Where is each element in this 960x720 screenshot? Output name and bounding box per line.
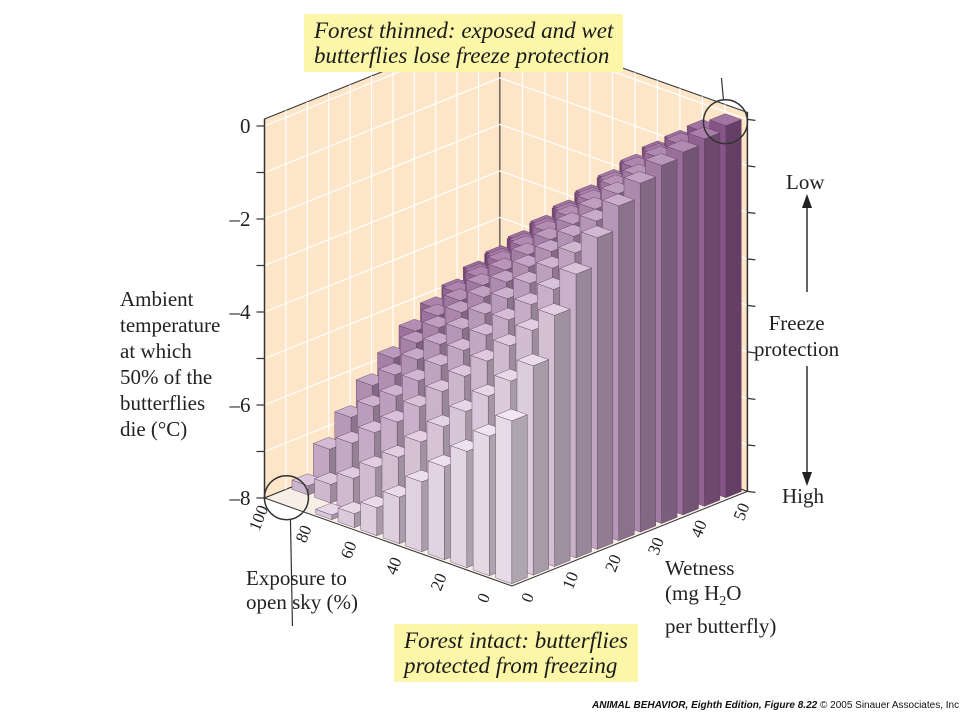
bar-top — [644, 153, 678, 166]
bar-side-right — [618, 199, 635, 541]
z-tick-label: 0 — [517, 590, 538, 605]
bar-side-left — [472, 430, 490, 576]
right-tick-mark — [747, 444, 756, 447]
y-label-line: die (°C) — [120, 417, 188, 441]
bar-top — [709, 113, 742, 126]
y-label-line: butterflies — [120, 391, 206, 415]
callout-forest-thinned: Forest thinned: exposed and wet butterfl… — [304, 14, 624, 72]
y-axis-label: Ambient temperature at which 50% of the … — [120, 286, 220, 442]
callout-forest-intact: Forest intact: butterflies protected fro… — [394, 624, 639, 682]
y-tick-label: –6 — [229, 393, 251, 417]
right-tick-mark — [747, 118, 756, 121]
bar-side-left — [405, 475, 422, 552]
right-tick-mark — [747, 351, 756, 354]
highlight-circles — [263, 77, 749, 627]
z-tick-label: 20 — [601, 552, 625, 575]
credit-book: ANIMAL BEHAVIOR, Eighth Edition, Figure … — [592, 700, 818, 711]
y-tick-label: 0 — [240, 114, 251, 138]
z-tick-label: 30 — [644, 535, 668, 558]
bars — [291, 113, 742, 584]
callout-bottom-line-2: protected from freezing — [404, 653, 618, 678]
callout-bottom-line-1: Forest intact: butterflies — [404, 628, 629, 653]
y-tick-label: –8 — [229, 486, 251, 510]
bar-top — [537, 303, 571, 316]
freeze-protection-high: High — [782, 484, 824, 508]
leader-line-top — [720, 77, 725, 100]
freeze-protection-arrow — [802, 194, 812, 486]
y-label-line: temperature — [120, 313, 221, 337]
bar-side-left — [495, 414, 512, 584]
bar-side-right — [597, 231, 614, 550]
bar-top — [516, 353, 550, 367]
z-label-line: (mg H2O — [665, 581, 776, 614]
x-label-line: Exposure to — [246, 566, 347, 590]
right-tick-mark — [747, 490, 756, 493]
z-label-part: O — [726, 581, 742, 605]
y-tick-label: –4 — [229, 300, 252, 324]
arrow-head-down — [802, 472, 812, 486]
circle-forest-intact — [263, 474, 310, 521]
leader-line-bottom — [289, 519, 294, 627]
credit-rest: © 2005 Sinauer Associates, Inc. — [817, 700, 960, 711]
x-tick-label: 40 — [382, 554, 406, 577]
z-tick-label: 10 — [558, 569, 582, 592]
z-tick-label: 40 — [687, 517, 711, 540]
bar-side-right — [725, 119, 742, 498]
x-tick-label: 20 — [427, 570, 451, 593]
freeze-label-line: Freeze — [768, 311, 825, 335]
callout-top-line-1: Forest thinned: exposed and wet — [314, 18, 614, 43]
bar-top — [580, 225, 614, 238]
y-label-line: 50% of the — [120, 365, 213, 389]
right-tick-mark — [747, 258, 756, 261]
bar-top — [602, 193, 635, 207]
z-tick-label: 50 — [730, 500, 754, 523]
arrow-head-up — [802, 194, 812, 208]
x-axis-label: Exposure to open sky (%) — [246, 566, 358, 614]
bar-top — [666, 139, 700, 153]
right-tick-mark — [747, 304, 756, 307]
bar-side-right — [640, 176, 656, 533]
freeze-label-line: protection — [754, 337, 840, 361]
right-tick-mark — [747, 397, 756, 400]
bar-side-left — [450, 445, 467, 568]
z-axis-label: Wetness (mg H2O per butterfly) — [665, 556, 776, 639]
bar-side-left — [382, 491, 400, 544]
x-tick-label: 80 — [292, 522, 316, 545]
y-label-line: Ambient — [120, 287, 194, 311]
circle-forest-thinned — [702, 98, 749, 145]
bar-top — [495, 408, 528, 422]
bar-side-right — [511, 414, 528, 584]
bar-side-right — [533, 359, 549, 576]
bar-top — [623, 171, 657, 184]
z-label-line: Wetness — [665, 556, 735, 580]
right-tick-mark — [747, 165, 756, 168]
x-tick-label: 0 — [473, 590, 494, 605]
z-label-part: (mg H — [665, 581, 720, 605]
z-label-line: per butterfly) — [665, 614, 777, 639]
y-label-line: at which — [120, 339, 192, 363]
figure-credit: ANIMAL BEHAVIOR, Eighth Edition, Figure … — [592, 700, 960, 711]
right-tick-mark — [747, 211, 756, 214]
bar-side-right — [554, 308, 571, 567]
freeze-protection-label: Freeze protection — [754, 310, 839, 362]
y-tick-label: –2 — [229, 207, 251, 231]
callout-top-line-2: butterflies lose freeze protection — [314, 43, 610, 68]
x-tick-label: 60 — [337, 538, 361, 561]
bar-side-right — [661, 158, 678, 524]
x-label-line: open sky (%) — [246, 590, 358, 614]
z-label-subscript: 2 — [719, 594, 727, 610]
bar-side-right — [682, 145, 699, 516]
axes — [256, 112, 756, 499]
bar-side-right — [704, 132, 721, 507]
bar-top — [559, 262, 593, 275]
bar-side-left — [427, 460, 445, 560]
bar — [495, 408, 528, 584]
freeze-protection-low: Low — [786, 170, 825, 194]
bar-side-right — [575, 267, 592, 559]
